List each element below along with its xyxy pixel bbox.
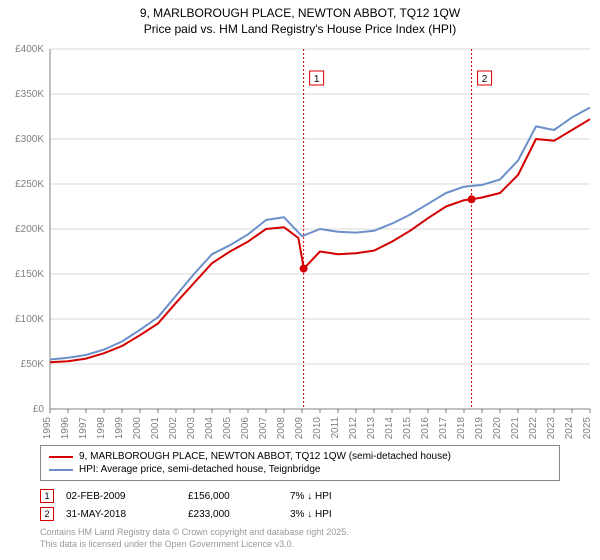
svg-text:2008: 2008 xyxy=(276,417,287,440)
svg-text:2002: 2002 xyxy=(168,417,179,440)
event-price: £156,000 xyxy=(188,491,278,502)
svg-text:2007: 2007 xyxy=(258,417,269,440)
svg-text:1996: 1996 xyxy=(60,417,71,440)
page-container: 9, MARLBOROUGH PLACE, NEWTON ABBOT, TQ12… xyxy=(0,0,600,560)
svg-text:2020: 2020 xyxy=(492,417,503,440)
event-marker: 1 xyxy=(40,489,54,503)
event-price: £233,000 xyxy=(188,509,278,520)
svg-text:2004: 2004 xyxy=(204,417,215,440)
svg-text:2009: 2009 xyxy=(294,417,305,440)
svg-text:1998: 1998 xyxy=(96,417,107,440)
svg-text:2010: 2010 xyxy=(312,417,323,440)
svg-text:2000: 2000 xyxy=(132,417,143,440)
svg-text:£100K: £100K xyxy=(15,314,44,325)
event-marker: 2 xyxy=(40,507,54,521)
svg-text:£300K: £300K xyxy=(15,134,44,145)
line-chart-svg: £0 £50K £100K £150K £200K £250K £300K £350K £400… xyxy=(0,41,600,441)
svg-text:1997: 1997 xyxy=(78,417,89,440)
legend-swatch xyxy=(49,456,73,458)
footer-line-2: This data is licensed under the Open Gov… xyxy=(40,539,560,551)
svg-text:2013: 2013 xyxy=(366,417,377,440)
legend-row: 9, MARLBOROUGH PLACE, NEWTON ABBOT, TQ12… xyxy=(49,450,551,463)
event-diff: 3% ↓ HPI xyxy=(290,509,390,520)
svg-text:2001: 2001 xyxy=(150,417,161,440)
svg-text:2011: 2011 xyxy=(330,417,341,439)
svg-text:2022: 2022 xyxy=(528,417,539,440)
svg-text:2006: 2006 xyxy=(240,417,251,440)
svg-text:2024: 2024 xyxy=(564,417,575,440)
chart-area: £0 £50K £100K £150K £200K £250K £300K £350K £400… xyxy=(0,41,600,441)
footer-line-1: Contains HM Land Registry data © Crown c… xyxy=(40,527,560,539)
svg-text:1999: 1999 xyxy=(114,417,125,440)
event-diff: 7% ↓ HPI xyxy=(290,491,390,502)
svg-text:£250K: £250K xyxy=(15,179,44,190)
event-row: 1 02-FEB-2009 £156,000 7% ↓ HPI xyxy=(40,487,560,505)
svg-text:2016: 2016 xyxy=(420,417,431,440)
svg-text:2025: 2025 xyxy=(582,417,593,440)
event-row: 2 31-MAY-2018 £233,000 3% ↓ HPI xyxy=(40,505,560,523)
svg-text:2014: 2014 xyxy=(384,417,395,440)
svg-text:£350K: £350K xyxy=(15,89,44,100)
svg-text:2017: 2017 xyxy=(438,417,449,440)
svg-text:£0: £0 xyxy=(33,404,45,415)
svg-text:2015: 2015 xyxy=(402,417,413,440)
event-date: 02-FEB-2009 xyxy=(66,491,176,502)
svg-text:1: 1 xyxy=(314,74,320,85)
legend-row: HPI: Average price, semi-detached house,… xyxy=(49,463,551,476)
svg-text:£200K: £200K xyxy=(15,224,44,235)
svg-text:£50K: £50K xyxy=(21,359,45,370)
events-table: 1 02-FEB-2009 £156,000 7% ↓ HPI 2 31-MAY-2018… xyxy=(40,487,560,523)
svg-text:2023: 2023 xyxy=(546,417,557,440)
svg-text:2: 2 xyxy=(482,74,488,85)
legend-swatch xyxy=(49,469,73,471)
svg-text:2021: 2021 xyxy=(510,417,521,440)
svg-text:2019: 2019 xyxy=(474,417,485,440)
svg-text:2003: 2003 xyxy=(186,417,197,440)
title-line-2: Price paid vs. HM Land Registry's House … xyxy=(0,22,600,38)
chart-title-block: 9, MARLBOROUGH PLACE, NEWTON ABBOT, TQ12… xyxy=(0,0,600,41)
legend-label: HPI: Average price, semi-detached house,… xyxy=(79,464,320,475)
svg-text:1995: 1995 xyxy=(42,417,53,440)
svg-text:2005: 2005 xyxy=(222,417,233,440)
svg-text:2012: 2012 xyxy=(348,417,359,440)
svg-text:£400K: £400K xyxy=(15,44,44,55)
legend-box: 9, MARLBOROUGH PLACE, NEWTON ABBOT, TQ12… xyxy=(40,445,560,481)
legend-label: 9, MARLBOROUGH PLACE, NEWTON ABBOT, TQ12… xyxy=(79,451,451,462)
svg-text:2018: 2018 xyxy=(456,417,467,440)
title-line-1: 9, MARLBOROUGH PLACE, NEWTON ABBOT, TQ12… xyxy=(0,6,600,22)
event-date: 31-MAY-2018 xyxy=(66,509,176,520)
footer-attribution: Contains HM Land Registry data © Crown c… xyxy=(40,527,560,550)
svg-text:£150K: £150K xyxy=(15,269,44,280)
